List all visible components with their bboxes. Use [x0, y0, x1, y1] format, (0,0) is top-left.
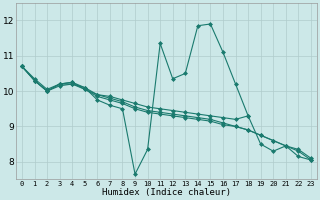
X-axis label: Humidex (Indice chaleur): Humidex (Indice chaleur)	[102, 188, 231, 197]
